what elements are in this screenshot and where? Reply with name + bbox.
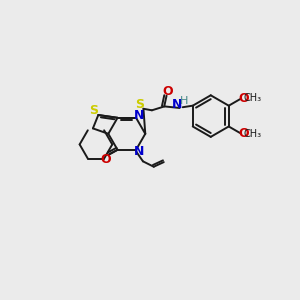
Text: O: O — [163, 85, 173, 98]
Text: CH₃: CH₃ — [243, 129, 262, 139]
Text: S: S — [89, 104, 98, 117]
Text: N: N — [134, 145, 144, 158]
Text: O: O — [100, 153, 111, 166]
Text: O: O — [238, 92, 249, 105]
Text: CH₃: CH₃ — [243, 93, 262, 103]
Text: S: S — [135, 98, 144, 111]
Text: O: O — [238, 127, 249, 140]
Text: H: H — [180, 96, 188, 106]
Text: N: N — [172, 98, 182, 111]
Text: N: N — [134, 109, 144, 122]
